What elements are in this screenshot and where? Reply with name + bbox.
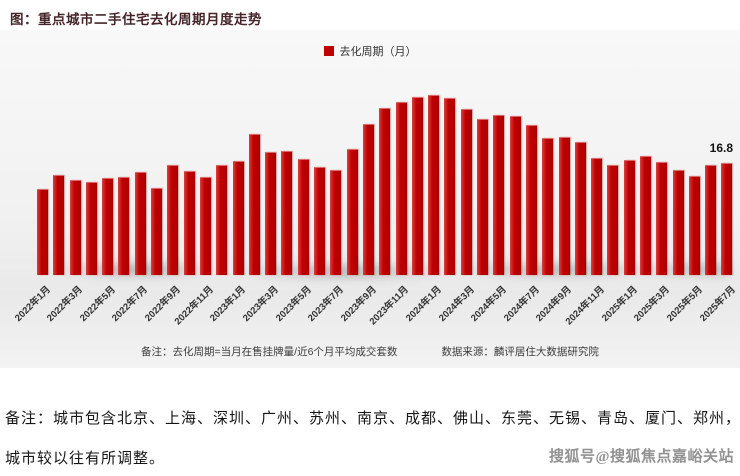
bar-2023年11月 bbox=[395, 102, 407, 275]
chart-footnotes: 备注：去化周期=当月在售挂牌量/近6个月平均成交套数 数据来源：麟评居住大数据研… bbox=[0, 344, 740, 359]
bar-2024年2月 bbox=[444, 98, 456, 275]
bar-2023年10月 bbox=[379, 108, 391, 275]
bar-2023年7月 bbox=[330, 170, 342, 275]
bar-2022年9月 bbox=[167, 165, 179, 275]
bar-2025年2月 bbox=[639, 155, 651, 275]
bar-2023年8月 bbox=[346, 149, 358, 275]
bar-2022年10月 bbox=[183, 171, 195, 275]
bar-2025年6月 bbox=[705, 165, 717, 275]
bar-2022年1月 bbox=[37, 188, 48, 275]
bar-2022年11月 bbox=[199, 177, 211, 275]
bar-2022年2月 bbox=[53, 175, 65, 275]
bar-2024年1月 bbox=[428, 94, 440, 275]
x-axis-labels: 2022年1月 2022年3月 2022年5月 2022年7月 2022年9月 2022年… bbox=[13, 275, 738, 365]
bar-2023年5月 bbox=[297, 159, 309, 275]
bar-2025年3月 bbox=[656, 161, 668, 275]
bars bbox=[37, 85, 733, 275]
page-title: 图：重点城市二手住宅去化周期月度走势 bbox=[10, 12, 262, 27]
bar-2025年5月 bbox=[688, 176, 700, 275]
bar-2022年4月 bbox=[85, 182, 97, 275]
chart-source: 数据来源：麟评居住大数据研究院 bbox=[441, 346, 599, 358]
legend-label: 去化周期（月） bbox=[339, 46, 417, 58]
bar-2024年12月 bbox=[607, 165, 619, 275]
watermark-sohu: 搜狐号@搜狐焦点嘉峪关站 bbox=[549, 449, 734, 465]
chart-note: 备注：去化周期=当月在售挂牌量/近6个月平均成交套数 bbox=[141, 346, 398, 358]
bar-2024年5月 bbox=[493, 114, 505, 275]
destocking-period-chart: 去化周期（月） 16.8 2022年1月 2022年3月 2022年5月 2022年7… bbox=[0, 30, 740, 368]
bar-2024年10月 bbox=[574, 142, 586, 275]
bar-2025年1月 bbox=[623, 159, 635, 275]
bar-2023年12月 bbox=[411, 97, 423, 275]
footer-note-line1: 备注：城市包含北京、上海、深圳、广州、苏州、南京、成都、佛山、东莞、无锡、青岛、… bbox=[5, 411, 740, 427]
bar-2023年2月 bbox=[248, 134, 260, 275]
bar-2024年4月 bbox=[477, 118, 489, 275]
bar-2022年7月 bbox=[134, 172, 146, 275]
bar-2022年3月 bbox=[69, 180, 81, 275]
footer-note-line2: 城市较以往有所调整。 bbox=[5, 451, 166, 467]
bar-2022年5月 bbox=[102, 178, 114, 275]
last-bar-value-label: 16.8 bbox=[709, 141, 733, 155]
bar-2024年8月 bbox=[542, 138, 554, 275]
bar-2023年1月 bbox=[232, 161, 244, 275]
bar-2023年3月 bbox=[265, 151, 277, 275]
bar-2022年12月 bbox=[216, 165, 228, 275]
bar-2024年9月 bbox=[558, 137, 570, 275]
bar-2025年7月 bbox=[721, 163, 733, 275]
bar-2024年7月 bbox=[525, 124, 537, 275]
chart-legend: 去化周期（月） bbox=[0, 43, 740, 59]
bar-2023年6月 bbox=[314, 167, 326, 275]
bar-2025年4月 bbox=[672, 170, 684, 275]
bar-2022年8月 bbox=[151, 188, 163, 275]
bar-2023年4月 bbox=[281, 151, 293, 275]
bar-2024年11月 bbox=[591, 157, 603, 275]
bar-2023年9月 bbox=[362, 124, 374, 275]
legend-swatch-icon bbox=[323, 46, 334, 56]
bar-2024年6月 bbox=[509, 116, 521, 275]
bar-2022年6月 bbox=[118, 177, 130, 275]
bar-2024年3月 bbox=[460, 109, 472, 275]
